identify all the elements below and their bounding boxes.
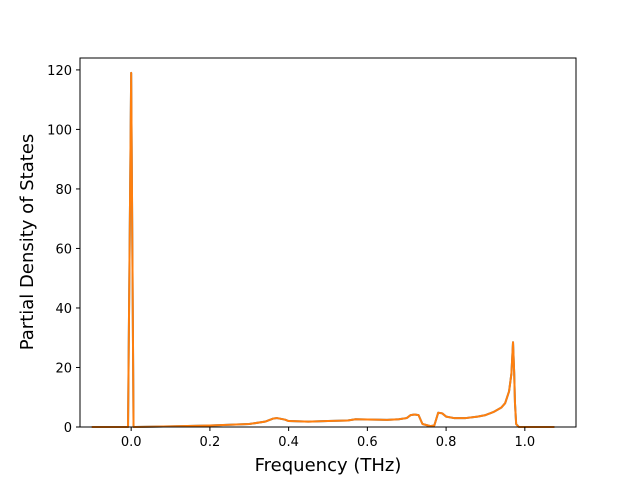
x-tick-label: 0.0 [121, 435, 142, 450]
x-tick-label: 0.8 [436, 435, 457, 450]
x-tick-label: 1.0 [514, 435, 535, 450]
x-axis-label: Frequency (THz) [255, 455, 402, 476]
y-tick-label: 60 [55, 242, 72, 257]
y-tick-label: 120 [47, 64, 72, 79]
y-tick-label: 80 [55, 183, 72, 198]
x-tick-label: 0.2 [200, 435, 221, 450]
axes-frame [79, 57, 577, 428]
y-tick-label: 100 [47, 123, 72, 138]
y-axis-ticks: 0 20 40 60 80 100 120 [47, 64, 80, 436]
y-axis-label: Partial Density of States [17, 134, 38, 351]
series-line-2 [91, 71, 555, 428]
x-tick-label: 0.6 [357, 435, 378, 450]
y-tick-label: 40 [55, 302, 72, 317]
series-lines [91, 71, 555, 428]
series-line-1 [91, 71, 555, 428]
x-tick-label: 0.4 [278, 435, 299, 450]
y-tick-label: 0 [64, 421, 72, 436]
x-axis-ticks: 0.0 0.2 0.4 0.6 0.8 1.0 [121, 427, 535, 450]
y-tick-label: 20 [55, 361, 72, 376]
